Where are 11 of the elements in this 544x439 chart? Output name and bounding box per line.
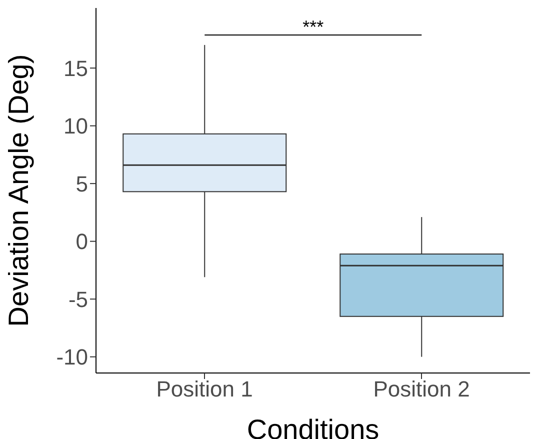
y-tick-label: 10: [64, 114, 88, 139]
x-axis-title: Conditions: [246, 414, 380, 439]
y-axis-title: Deviation Angle (Deg): [2, 54, 34, 327]
x-tick-label: Position 2: [373, 376, 470, 402]
x-tick-label: Position 1: [156, 376, 253, 402]
annotation: ***: [302, 17, 324, 37]
y-tick-label: -10: [56, 344, 88, 370]
y-tick-label: 15: [64, 56, 88, 81]
y-tick-label: 5: [76, 171, 88, 196]
y-tick-label: -5: [68, 286, 88, 312]
y-tick-label: 0: [76, 229, 88, 254]
